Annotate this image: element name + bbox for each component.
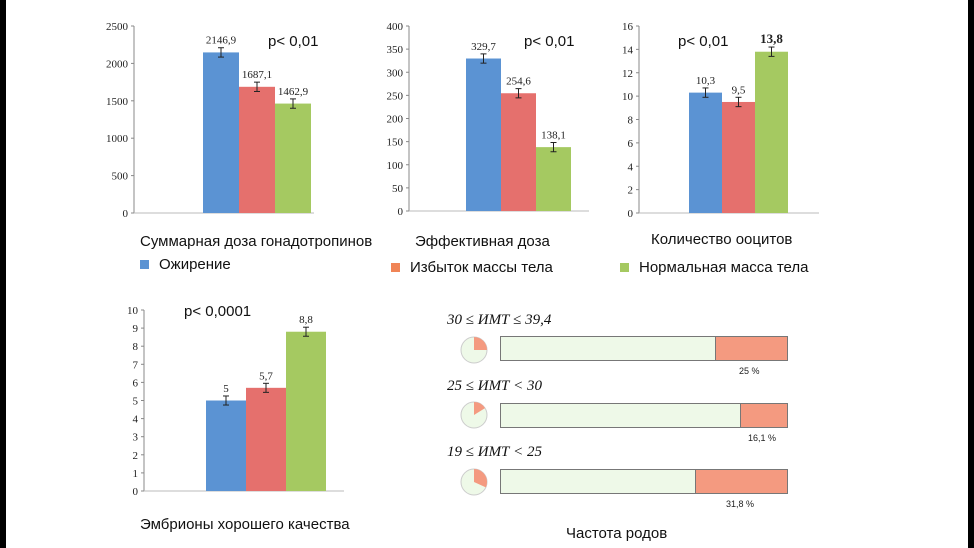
bar bbox=[239, 86, 275, 213]
bmi-group-label: 25 ≤ ИМТ < 30 bbox=[447, 378, 543, 394]
y-tick-label: 8 bbox=[133, 341, 139, 353]
birth-rate-bar bbox=[500, 469, 788, 494]
y-tick-label: 4 bbox=[133, 414, 139, 426]
y-tick-label: 4 bbox=[628, 161, 634, 173]
bar bbox=[501, 93, 536, 211]
birth-rate-fill bbox=[695, 470, 787, 493]
bmi-group-label: 19 ≤ ИМТ < 25 bbox=[447, 444, 543, 460]
y-tick-label: 150 bbox=[387, 137, 404, 149]
birth-rate-bar bbox=[500, 403, 788, 428]
y-tick-label: 9 bbox=[133, 323, 139, 335]
data-label: 138,1 bbox=[541, 130, 566, 142]
y-tick-label: 100 bbox=[387, 160, 404, 172]
y-tick-label: 10 bbox=[622, 91, 634, 103]
birth-rate-fill bbox=[714, 337, 787, 360]
y-tick-label: 7 bbox=[133, 359, 139, 371]
y-tick-label: 0 bbox=[133, 486, 139, 498]
chart-title-birth-rate: Частота родов bbox=[566, 525, 668, 542]
chart-title-oocytes: Количество ооцитов bbox=[651, 231, 793, 248]
y-tick-label: 400 bbox=[387, 21, 404, 33]
bar bbox=[755, 51, 788, 214]
legend-swatch-normal bbox=[620, 263, 629, 272]
y-tick-label: 0 bbox=[123, 208, 129, 220]
data-label: 9,5 bbox=[732, 84, 746, 96]
data-label: 329,7 bbox=[471, 41, 496, 53]
y-tick-label: 6 bbox=[133, 377, 139, 389]
y-tick-label: 1000 bbox=[106, 133, 129, 145]
y-tick-label: 2000 bbox=[106, 58, 129, 70]
mini-pie-chart bbox=[460, 401, 488, 429]
y-tick-label: 500 bbox=[112, 171, 129, 183]
y-tick-label: 300 bbox=[387, 67, 404, 79]
chart-title-effective-dose: Эффективная доза bbox=[415, 233, 550, 250]
y-tick-label: 8 bbox=[628, 115, 634, 127]
data-label: 8,8 bbox=[299, 314, 313, 326]
pvalue-effective-dose: p< 0,01 bbox=[524, 33, 575, 50]
slide: 0 500 1000 1500 2000 2500 2146,9 1687,1 1462,9 0 5… bbox=[6, 0, 968, 548]
bar bbox=[536, 147, 571, 211]
y-tick-label: 250 bbox=[387, 90, 404, 102]
chart-title-embryos: Эмбрионы хорошего качества bbox=[140, 516, 350, 533]
birth-rate-value: 31,8 % bbox=[726, 499, 755, 509]
chart-title-total-dose: Суммарная доза гонадотропинов bbox=[140, 233, 373, 250]
bar-charts: 050010001500200025002146,91687,11462,905… bbox=[106, 21, 819, 498]
y-tick-label: 5 bbox=[133, 396, 139, 408]
bmi-group-label: 30 ≤ ИМТ ≤ 39,4 bbox=[447, 312, 552, 328]
bar bbox=[466, 58, 501, 211]
y-tick-label: 10 bbox=[127, 305, 139, 317]
data-label: 254,6 bbox=[506, 76, 531, 88]
y-tick-label: 1500 bbox=[106, 96, 129, 108]
pvalue-total-dose: p< 0,01 bbox=[268, 33, 319, 50]
mini-pie-chart bbox=[460, 468, 488, 496]
bar bbox=[722, 101, 755, 213]
data-label: 2146,9 bbox=[206, 35, 237, 47]
bar bbox=[203, 52, 239, 213]
data-label: 5,7 bbox=[259, 370, 273, 382]
data-label: 10,3 bbox=[696, 75, 716, 87]
legend-item-obesity: Ожирение bbox=[140, 256, 231, 273]
legend-label-obesity: Ожирение bbox=[159, 256, 231, 273]
y-tick-label: 350 bbox=[387, 44, 404, 56]
bar bbox=[206, 400, 246, 491]
birth-rate-fill bbox=[739, 404, 787, 427]
y-tick-label: 16 bbox=[622, 21, 634, 33]
data-label: 13,8 bbox=[760, 31, 783, 46]
birth-rate-value: 25 % bbox=[739, 366, 760, 376]
bar bbox=[286, 331, 326, 491]
bar bbox=[689, 92, 722, 213]
legend-swatch-overweight bbox=[391, 263, 400, 272]
y-tick-label: 200 bbox=[387, 114, 404, 126]
pvalue-oocytes: p< 0,01 bbox=[678, 33, 729, 50]
y-tick-label: 2 bbox=[628, 185, 634, 197]
legend-item-overweight: Избыток массы тела bbox=[391, 259, 553, 276]
y-tick-label: 0 bbox=[398, 206, 404, 218]
y-tick-label: 50 bbox=[392, 183, 404, 195]
y-tick-label: 14 bbox=[622, 44, 634, 56]
legend-label-overweight: Избыток массы тела bbox=[410, 259, 553, 276]
data-label: 1687,1 bbox=[242, 69, 272, 81]
birth-rate-value: 16,1 % bbox=[748, 433, 777, 443]
data-label: 1462,9 bbox=[278, 86, 309, 98]
y-tick-label: 1 bbox=[133, 468, 139, 480]
y-tick-label: 6 bbox=[628, 138, 634, 150]
pie-slice bbox=[474, 337, 487, 350]
legend-swatch-obesity bbox=[140, 260, 149, 269]
y-tick-label: 2 bbox=[133, 450, 139, 462]
y-tick-label: 12 bbox=[622, 68, 633, 80]
y-tick-label: 3 bbox=[133, 432, 139, 444]
y-tick-label: 2500 bbox=[106, 21, 129, 33]
birth-rate-bar bbox=[500, 336, 788, 361]
bar bbox=[246, 387, 286, 491]
pie-slice bbox=[474, 469, 487, 488]
pie-slice bbox=[474, 402, 486, 415]
data-label: 5 bbox=[223, 383, 229, 395]
y-tick-label: 0 bbox=[628, 208, 634, 220]
bar bbox=[275, 103, 311, 213]
legend-item-normal: Нормальная масса тела bbox=[620, 259, 808, 276]
legend-label-normal: Нормальная масса тела bbox=[639, 259, 809, 276]
pvalue-embryos: p< 0,0001 bbox=[184, 303, 252, 320]
mini-pie-chart bbox=[460, 336, 488, 364]
